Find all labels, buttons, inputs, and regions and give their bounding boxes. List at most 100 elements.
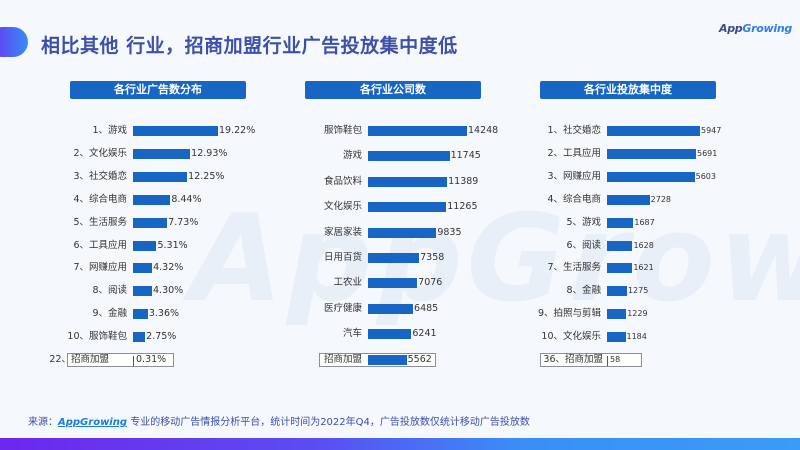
highlight-label: 招商加盟 (323, 354, 362, 365)
highlight-bar (133, 356, 134, 366)
bar (368, 253, 420, 263)
bar-row: 7、网赚应用 4.32% (0, 262, 800, 274)
bar-value: 1687 (634, 217, 655, 227)
bar-label: 游戏 (342, 150, 362, 162)
bar-row: 1、游戏 19.22% (0, 125, 800, 137)
bar (607, 126, 700, 136)
chart-header-3: 各行业投放集中度 (540, 81, 716, 99)
bar (133, 171, 188, 182)
bar-row: 5、游戏 1687 (0, 217, 800, 229)
bar-row: 3、社交婚恋 12.25% (0, 171, 800, 183)
bar-row: 食品饮料 11389 (0, 176, 800, 188)
bar-row: 5、生活服务 7.73% (0, 217, 800, 229)
bar-row: 服饰鞋包 14248 (0, 125, 800, 137)
highlight-row-box (540, 353, 642, 367)
bar-label: 4、综合电商 (547, 193, 601, 205)
bar (133, 194, 171, 205)
bar-value: 12.93% (191, 147, 228, 159)
bar-label: 10、服饰鞋包 (67, 331, 127, 343)
bar-value: 4.32% (153, 262, 184, 274)
bar-row: 6、阅读 1628 (0, 240, 800, 252)
source-brand-link[interactable]: AppGrowing (58, 417, 128, 428)
bar-row: 8、阅读 4.30% (0, 285, 800, 297)
bar-row: 家居家装 9835 (0, 227, 800, 239)
highlight-value: 5562 (407, 354, 432, 365)
bar-label: 工农业 (333, 277, 362, 289)
bar-value: 12.25% (188, 170, 225, 182)
bar-label: 9、拍照与剪辑 (537, 308, 601, 320)
bar (368, 303, 414, 314)
bar-row: 游戏 11745 (0, 150, 800, 162)
bar-row: 4、综合电商 2728 (0, 194, 800, 206)
bar-row: 日用百货 7358 (0, 252, 800, 264)
bar-label: 7、生活服务 (547, 262, 601, 274)
bar-row: 工农业 7076 (0, 277, 800, 289)
highlight-label: 22、招商加盟 (49, 354, 109, 365)
bar-value: 6241 (412, 328, 437, 340)
bar-value: 5603 (695, 171, 716, 181)
bar-label: 服饰鞋包 (323, 125, 362, 136)
bar-row: 医疗健康 6485 (0, 303, 800, 315)
bar-label: 4、综合电商 (73, 193, 127, 205)
bar-row: 1、社交婚恋 5947 (0, 125, 800, 137)
bar-label: 1、游戏 (92, 125, 127, 136)
bar-label: 8、阅读 (92, 285, 127, 297)
bar-label: 5、游戏 (566, 216, 601, 228)
bar-row: 7、生活服务 1621 (0, 262, 800, 274)
highlight-value: 0.31% (136, 354, 167, 365)
bar-label: 食品饮料 (323, 175, 362, 187)
bar-value: 1621 (633, 263, 654, 273)
bar (368, 227, 437, 238)
page-title: 相比其他 行业，招商加盟行业广告投放集中度低 (41, 35, 458, 57)
highlight-row: 招商加盟 5562 (0, 354, 800, 366)
bar-row: 2、工具应用 5691 (0, 148, 800, 160)
bar-row: 10、文化娱乐 1184 (0, 331, 800, 343)
bar (368, 151, 450, 162)
chart-header-2: 各行业公司数 (305, 81, 481, 99)
bar-value: 6485 (414, 302, 439, 314)
highlight-bar (368, 355, 407, 365)
bar-value: 2.75% (146, 331, 177, 343)
bar-value: 11389 (448, 175, 479, 187)
bar-value: 14248 (468, 125, 499, 136)
highlight-row-box (67, 353, 174, 367)
bar-value: 5.31% (157, 239, 188, 251)
bar-value: 8.44% (171, 193, 202, 205)
bar-label: 2、文化娱乐 (73, 147, 127, 159)
highlight-row: 36、招商加盟 58 (0, 354, 800, 366)
bar (368, 278, 418, 289)
bar (368, 329, 412, 340)
bar-label: 7、网赚应用 (73, 262, 127, 274)
appgrowing-logo: AppGrowing (719, 22, 792, 35)
bar-value: 1628 (633, 240, 654, 250)
bar (607, 194, 650, 205)
bar-value: 5947 (701, 126, 722, 135)
bar-value: 19.22% (219, 125, 256, 136)
bar (607, 240, 633, 251)
bar-label: 9、金融 (92, 308, 127, 320)
bar (607, 171, 695, 182)
highlight-value: 58 (610, 355, 621, 364)
bar-row: 汽车 6241 (0, 328, 800, 340)
bar-value: 4.30% (153, 285, 184, 297)
bar (607, 332, 626, 343)
bar (133, 240, 157, 251)
bar-value: 1275 (627, 286, 649, 296)
bar-label: 文化娱乐 (323, 201, 362, 213)
source-text: 专业的移动广告情报分析平台，统计时间为2022年Q4，广告投放数仅统计移动广告投… (127, 417, 530, 428)
bar (133, 263, 153, 274)
title-accent-pill (0, 27, 28, 57)
bar (133, 126, 218, 136)
bar-value: 7076 (418, 277, 443, 289)
bar-label: 6、工具应用 (73, 239, 127, 251)
bar (607, 286, 627, 297)
bar-value: 11265 (447, 201, 478, 213)
logo-text-growing: Growing (742, 22, 792, 35)
bar-label: 汽车 (342, 328, 362, 340)
highlight-bar (607, 356, 608, 366)
bar-value: 7358 (420, 252, 445, 263)
bar (133, 286, 153, 297)
bar-label: 1、社交婚恋 (547, 125, 601, 136)
bar-row: 4、综合电商 8.44% (0, 194, 800, 206)
bar (133, 332, 146, 343)
